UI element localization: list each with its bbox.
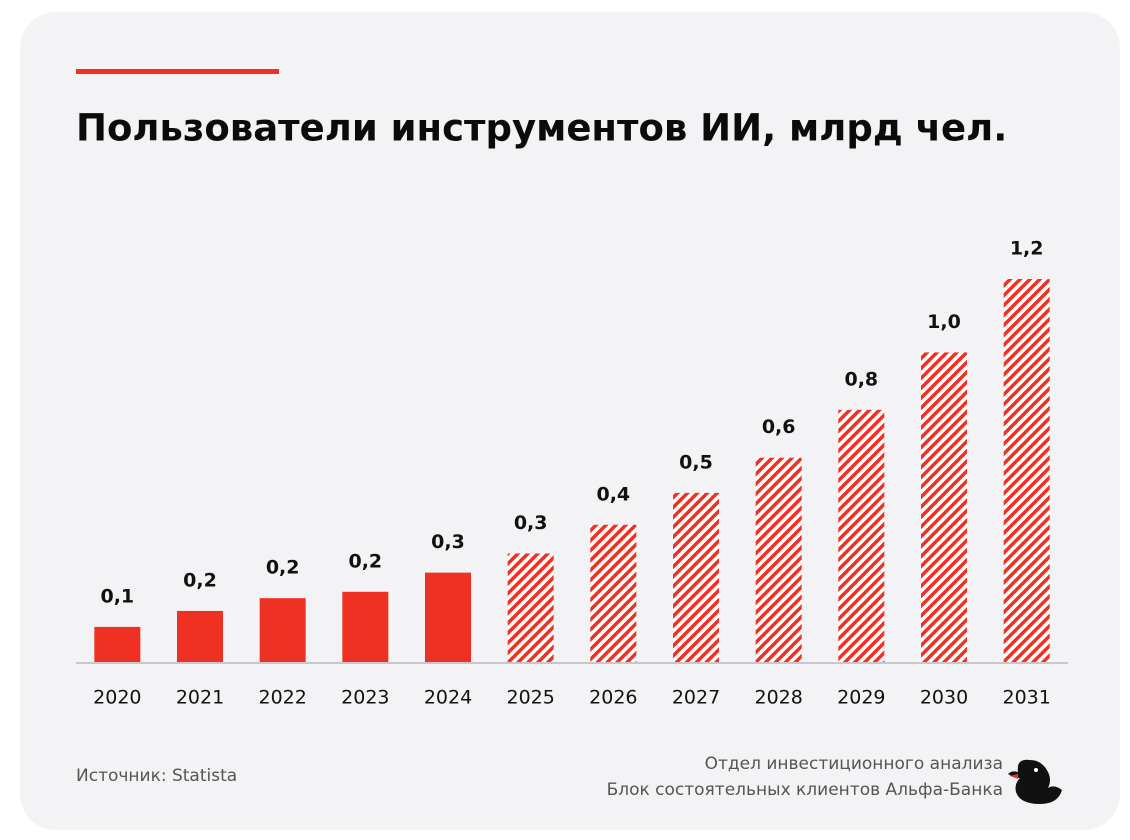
value-label: 0,2	[183, 569, 217, 591]
bar	[259, 598, 306, 662]
chart-title: Пользователи инструментов ИИ, млрд чел.	[76, 107, 1007, 150]
bar	[590, 524, 637, 662]
bar	[673, 492, 719, 662]
credit-line: Блок состоятельных клиентов Альфа-Банка	[607, 780, 1003, 800]
x-tick-label: 2031	[1002, 687, 1050, 709]
value-label: 0,4	[596, 483, 630, 505]
x-tick-label: 2024	[424, 687, 472, 709]
bar	[838, 409, 885, 662]
value-label: 0,3	[431, 531, 465, 553]
x-tick-label: 2027	[672, 687, 720, 709]
value-label: 1,0	[927, 311, 961, 333]
source: Источник: Statista	[76, 766, 237, 786]
value-label: 0,2	[266, 557, 300, 579]
bar	[507, 553, 554, 662]
bar	[921, 352, 967, 662]
value-label: 0,8	[844, 368, 878, 390]
x-tick-label: 2028	[754, 687, 802, 709]
bar	[425, 572, 471, 662]
x-tick-label: 2020	[93, 687, 141, 709]
x-tick-label: 2026	[589, 687, 637, 709]
credit-line: Отдел инвестиционного анализа	[705, 754, 1003, 774]
bar	[755, 457, 802, 662]
value-label: 0,2	[348, 550, 382, 572]
x-tick-label: 2022	[258, 687, 306, 709]
value-label: 1,2	[1010, 238, 1044, 260]
value-label: 0,5	[679, 451, 713, 473]
value-label: 0,1	[100, 585, 134, 607]
duck-logo	[1008, 759, 1062, 804]
value-label: 0,6	[762, 416, 796, 438]
x-tick-label: 2021	[176, 687, 224, 709]
x-tick-label: 2023	[341, 687, 389, 709]
x-tick-label: 2025	[506, 687, 554, 709]
x-tick-label: 2030	[920, 687, 968, 709]
bar	[177, 610, 223, 662]
bar	[342, 591, 389, 662]
bar	[1003, 279, 1050, 662]
value-label: 0,3	[514, 512, 548, 534]
accent-line	[76, 69, 279, 74]
bar	[94, 626, 141, 662]
x-tick-label: 2029	[837, 687, 885, 709]
